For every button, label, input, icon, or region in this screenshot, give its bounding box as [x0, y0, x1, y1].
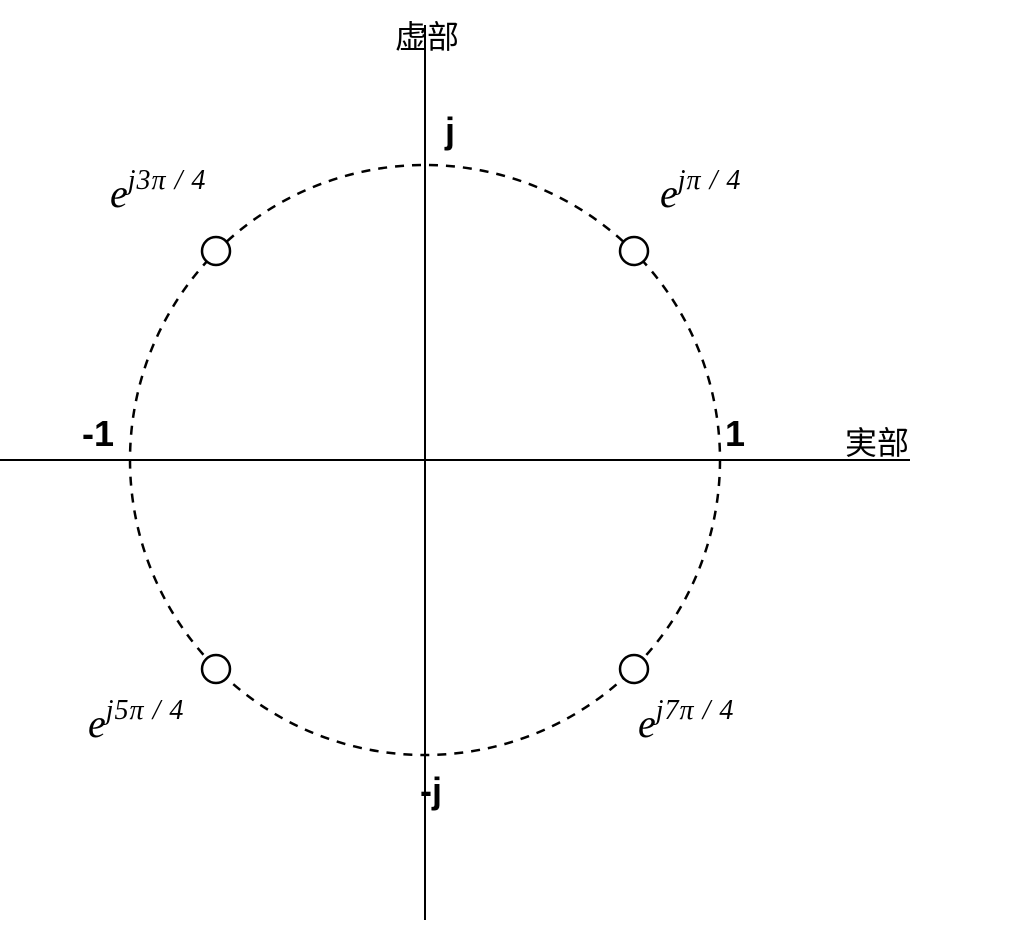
- label-p2-base: e: [110, 171, 128, 216]
- label-p4-base: e: [638, 701, 656, 746]
- label-p4: ej7π / 4: [638, 700, 734, 747]
- label-p1-exp: jπ / 4: [678, 165, 742, 196]
- label-p1-base: e: [660, 171, 678, 216]
- label-p2-exp: j3π / 4: [128, 165, 207, 196]
- label-p2: ej3π / 4: [110, 170, 206, 217]
- tick-pos-x: 1: [725, 413, 745, 455]
- y-axis-label: 虚部: [395, 12, 459, 58]
- tick-neg-y: -j: [420, 770, 442, 812]
- point-p3: [202, 655, 230, 683]
- point-p2: [202, 237, 230, 265]
- label-p1: ejπ / 4: [660, 170, 741, 217]
- label-p3: ej5π / 4: [88, 700, 184, 747]
- tick-pos-y: j: [445, 110, 455, 152]
- label-p4-exp: j7π / 4: [656, 695, 735, 726]
- point-p4: [620, 655, 648, 683]
- label-p3-base: e: [88, 701, 106, 746]
- tick-neg-x: -1: [82, 413, 114, 455]
- label-p3-exp: j5π / 4: [106, 695, 185, 726]
- x-axis-label: 実部: [845, 418, 909, 464]
- complex-plane-svg: [0, 0, 1030, 930]
- point-p1: [620, 237, 648, 265]
